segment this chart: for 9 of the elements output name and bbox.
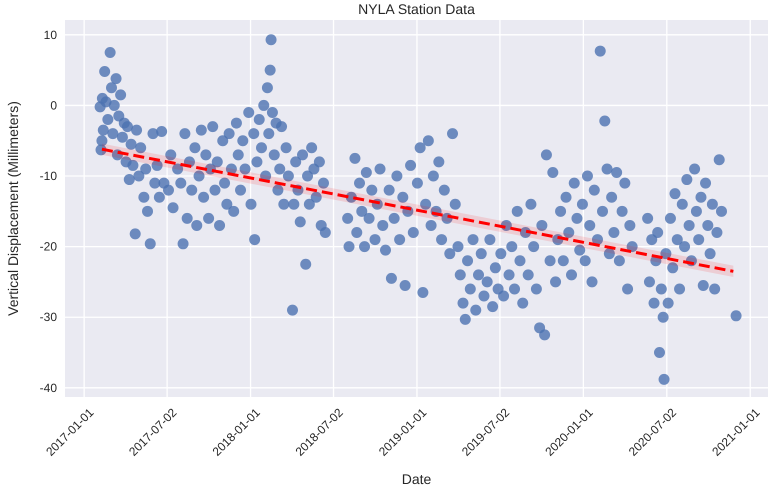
y-tick-label: -10 [40,169,58,184]
x-axis-title: Date [402,471,432,487]
chart-title: NYLA Station Data [358,1,476,17]
y-tick-label: 0 [50,98,58,112]
y-axis-title: Vertical Displacement (Millimeters) [5,101,21,316]
y-tick-label: -30 [40,310,58,324]
y-tick-label: -40 [40,380,58,395]
y-tick-label: -20 [40,240,58,254]
y-tick-label: 10 [44,28,58,42]
